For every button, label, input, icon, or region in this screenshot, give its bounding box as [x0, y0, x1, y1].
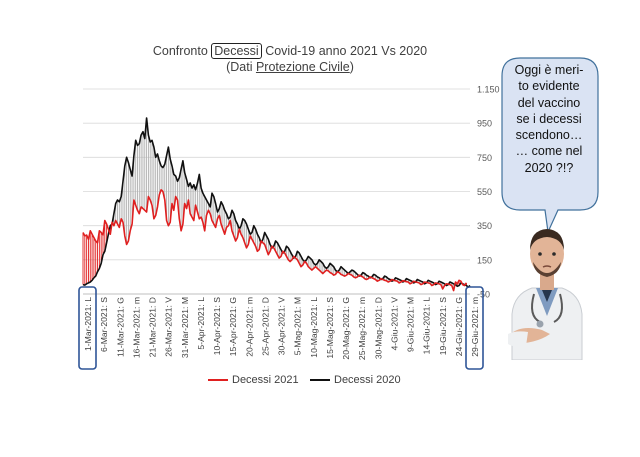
- series-line-2021: [82, 189, 468, 292]
- x-tick-label: 31-Mar-2021: M: [180, 297, 190, 358]
- x-tick-label: 5-Apr-2021: L: [196, 297, 206, 350]
- x-tick-label: 6-Mar-2021: S: [99, 297, 109, 352]
- bubble-line: scendono…: [515, 128, 583, 143]
- difference-droplines: [82, 118, 467, 291]
- series-line-2020: [82, 117, 471, 289]
- x-tick-label: 29-Giu-2021: m: [470, 297, 480, 357]
- subtitle-prefix: (Dati: [226, 60, 256, 74]
- chart-title: Confronto Decessi Covid-19 anno 2021 Vs …: [100, 43, 480, 59]
- tick-highlight-boxes: [78, 286, 484, 370]
- speech-bubble-shape: [501, 57, 599, 235]
- bubble-line: 2020 ?!?: [524, 160, 574, 175]
- x-tick-label: 15-Mag-2021: S: [325, 297, 335, 359]
- doctor-figure: [508, 229, 583, 360]
- x-tick-label: 20-Mag-2021: G: [341, 297, 351, 360]
- y-tick-label: 550: [477, 187, 492, 197]
- legend-label-2021: Decessi 2021: [232, 374, 299, 386]
- x-axis-ticks: 1-Mar-2021: L 6-Mar-2021: S 11-Mar-2021: G…: [83, 297, 480, 360]
- x-tick-label: 5-Mag-2021: M: [293, 297, 303, 355]
- bubble-line: to evidente: [518, 79, 580, 94]
- y-tick-label: 1.150: [477, 85, 500, 95]
- x-tick-label: 25-Apr-2021: D: [260, 297, 270, 356]
- y-tick-label: 350: [477, 221, 492, 231]
- title-suffix: Covid-19 anno 2021 Vs 2020: [261, 44, 428, 58]
- x-tick-label: 10-Apr-2021: S: [212, 297, 222, 356]
- subtitle-source-link: Protezione Civile: [255, 60, 350, 74]
- x-tick-label: 30-Apr-2021: V: [277, 297, 287, 356]
- tick-highlight-box: [78, 286, 97, 370]
- x-tick-label: 25-Mag-2021: m: [357, 297, 367, 360]
- title-keyword-decessi: Decessi: [211, 43, 262, 59]
- x-tick-label: 1-Mar-2021: L: [83, 297, 93, 351]
- chart-series: [82, 117, 471, 292]
- bubble-line: … come nel: [515, 144, 583, 159]
- legend-entry-2021: Decessi 2021: [208, 374, 299, 386]
- legend-swatch-2020: [310, 378, 330, 382]
- y-tick-label: 150: [477, 255, 492, 265]
- x-tick-label: 10-Mag-2021: L: [309, 297, 319, 358]
- y-tick-label: 750: [477, 153, 492, 163]
- title-prefix: Confronto: [152, 44, 212, 58]
- tick-highlight-box: [465, 286, 484, 370]
- bubble-line: del vaccino: [517, 95, 581, 110]
- legend-entry-2020: Decessi 2020: [310, 374, 401, 386]
- y-tick-label: 950: [477, 119, 492, 129]
- x-tick-label: 4-Giu-2021: V: [389, 297, 399, 351]
- x-tick-label: 15-Apr-2021: G: [228, 297, 238, 357]
- x-tick-label: 11-Mar-2021: G: [115, 297, 125, 357]
- x-tick-label: 9-Giu-2021: M: [406, 297, 416, 352]
- speech-bubble: [501, 57, 599, 235]
- x-tick-label: 24-Giu-2021: G: [454, 297, 464, 357]
- bubble-line: Oggi è meri-: [514, 63, 584, 77]
- x-tick-label: 30-Mag-2021: D: [373, 297, 383, 359]
- chart-subtitle: (Dati Protezione Civile): [100, 60, 480, 74]
- x-tick-label: 20-Apr-2021: m: [244, 297, 254, 357]
- x-tick-label: 16-Mar-2021: m: [131, 297, 141, 358]
- x-tick-label: 26-Mar-2021: V: [164, 297, 174, 357]
- subtitle-suffix: ): [349, 60, 354, 74]
- bubble-line: se i decessi: [516, 111, 582, 126]
- legend-swatch-2021: [208, 378, 228, 382]
- x-tick-label: 14-Giu-2021: L: [422, 297, 432, 355]
- speech-bubble-text: Oggi è meri- to evidente del vaccino se …: [503, 62, 595, 176]
- x-tick-label: 21-Mar-2021: D: [148, 297, 158, 357]
- doctor-illustration: [508, 229, 583, 360]
- legend-label-2020: Decessi 2020: [334, 374, 401, 386]
- x-tick-label: 19-Giu-2021: S: [438, 297, 448, 356]
